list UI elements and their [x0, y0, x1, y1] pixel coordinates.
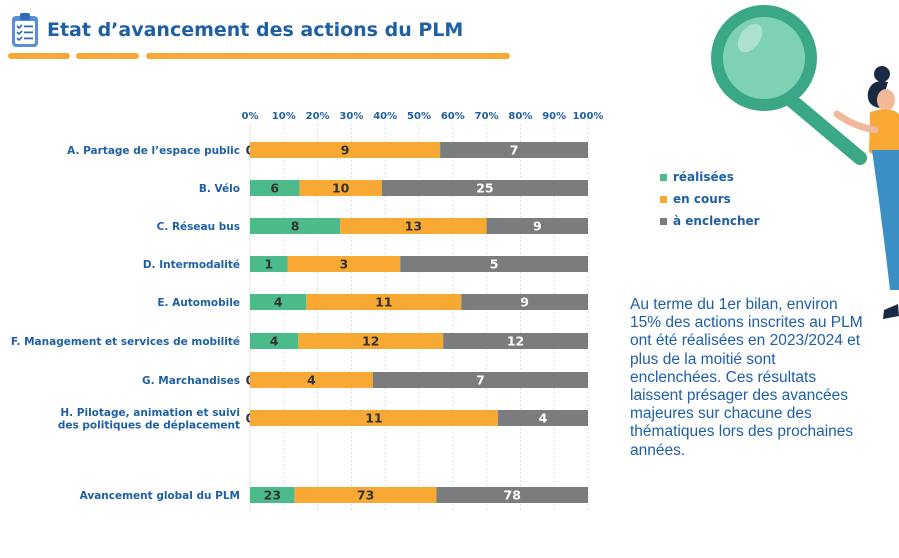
data-label-en-cours: 4 [307, 373, 316, 388]
x-tick-label: 50% [407, 111, 431, 122]
category-label: E. Automobile [157, 297, 240, 309]
data-label-a-enclencher: 7 [510, 143, 519, 158]
data-label-a-enclencher: 9 [533, 219, 542, 234]
x-tick-label: 70% [475, 111, 499, 122]
x-tick-label: 40% [373, 111, 397, 122]
legend-swatch-a-enclencher [660, 217, 667, 225]
category-label: B. Vélo [199, 183, 240, 195]
category-label: H. Pilotage, animation et suivi [60, 407, 240, 419]
data-label-en-cours: 11 [365, 411, 382, 426]
data-label-realisees: 4 [270, 334, 279, 349]
legend-swatch-en-cours [660, 195, 667, 203]
person-holding-magnifier-icon [833, 66, 899, 319]
bar-segment-en-cours [299, 180, 382, 196]
legend-label-en-cours: en cours [673, 192, 731, 206]
category-label: F. Management et services de mobilité [11, 336, 240, 348]
legend-item-a-enclencher: à enclencher [660, 210, 760, 232]
data-label-a-enclencher: 7 [476, 373, 485, 388]
legend-label-realisees: réalisées [673, 170, 734, 184]
data-label-en-cours: 11 [375, 295, 392, 310]
data-label-a-enclencher: 9 [520, 295, 529, 310]
category-label: C. Réseau bus [157, 221, 240, 233]
data-label-realisees: 8 [291, 219, 300, 234]
x-tick-label: 60% [441, 111, 465, 122]
x-tick-label: 10% [272, 111, 296, 122]
chart-legend: réalisées en cours à enclencher [660, 166, 760, 232]
data-label-a-enclencher: 4 [539, 411, 548, 426]
bar-segment-realisees [250, 294, 307, 310]
data-label-a-enclencher: 25 [476, 181, 493, 196]
data-label-en-cours: 12 [362, 334, 379, 349]
data-label-en-cours: 13 [405, 219, 422, 234]
bar-segment-realisees [250, 218, 341, 234]
x-tick-label: 20% [306, 111, 330, 122]
bar-segment-a-enclencher [443, 333, 588, 349]
bar-segment-realisees [250, 333, 299, 349]
data-label-en-cours: 9 [341, 143, 350, 158]
bar-segment-realisees [250, 180, 300, 196]
legend-item-realisees: réalisées [660, 166, 760, 188]
data-label-a-enclencher: 5 [490, 257, 499, 272]
bar-segment-en-cours [294, 487, 437, 503]
bar-segment-realisees [250, 487, 295, 503]
legend-label-a-enclencher: à enclencher [673, 214, 760, 228]
bar-segment-en-cours [250, 142, 441, 158]
data-label-realisees: 6 [270, 181, 279, 196]
x-tick-label: 30% [339, 111, 363, 122]
data-label-en-cours: 10 [332, 181, 350, 196]
bar-segment-a-enclencher [440, 142, 588, 158]
x-tick-label: 0% [242, 111, 259, 122]
data-label-realisees: 4 [274, 295, 283, 310]
legend-swatch-realisees [660, 173, 667, 181]
category-label: G. Marchandises [142, 375, 240, 387]
bar-segment-a-enclencher [372, 372, 588, 388]
data-label-realisees: 23 [264, 488, 281, 503]
illustration [711, 5, 899, 319]
bar-segment-a-enclencher [436, 487, 588, 503]
clipboard-checklist-icon [12, 13, 38, 47]
bar-segment-en-cours [306, 294, 462, 310]
category-label: des politiques de déplacement [58, 419, 240, 431]
magnifying-glass-icon [711, 5, 867, 165]
bar-segment-en-cours [287, 256, 401, 272]
data-label-a-enclencher: 12 [507, 334, 524, 349]
bar-segment-a-enclencher [381, 180, 588, 196]
x-tick-label: 80% [508, 111, 532, 122]
bar-segment-a-enclencher [486, 218, 588, 234]
bar-segment-a-enclencher [400, 256, 588, 272]
x-tick-label: 100% [573, 111, 604, 122]
bar-segment-en-cours [340, 218, 487, 234]
title-underline-segment-2 [76, 53, 139, 59]
category-label: A. Partage de l’espace public [67, 145, 240, 157]
data-label-en-cours: 73 [357, 488, 374, 503]
title-underline-segment-1 [8, 53, 70, 59]
data-label-realisees: 1 [264, 257, 273, 272]
bar-segment-realisees [250, 256, 288, 272]
title-underline-segment-3 [146, 53, 510, 59]
x-tick-label: 90% [542, 111, 566, 122]
bar-segment-en-cours [250, 372, 373, 388]
bar-segment-a-enclencher [461, 294, 588, 310]
bar-segment-en-cours [298, 333, 444, 349]
bar-segment-a-enclencher [497, 410, 588, 426]
data-label-a-enclencher: 78 [504, 488, 521, 503]
summary-text: Au terme du 1er bilan, environ 15% des a… [630, 296, 863, 459]
bar-segment-en-cours [250, 410, 498, 426]
page-title: Etat d’avancement des actions du PLM [47, 19, 464, 41]
stacked-bar-chart: 0% 10% 20% 30% 40% 50% 60% 70% 80% 90% 100% A. Part… [11, 111, 604, 512]
category-label: Avancement global du PLM [80, 490, 240, 502]
data-label-en-cours: 3 [340, 257, 349, 272]
legend-item-en-cours: en cours [660, 188, 760, 210]
category-label: D. Intermodalité [143, 259, 240, 271]
